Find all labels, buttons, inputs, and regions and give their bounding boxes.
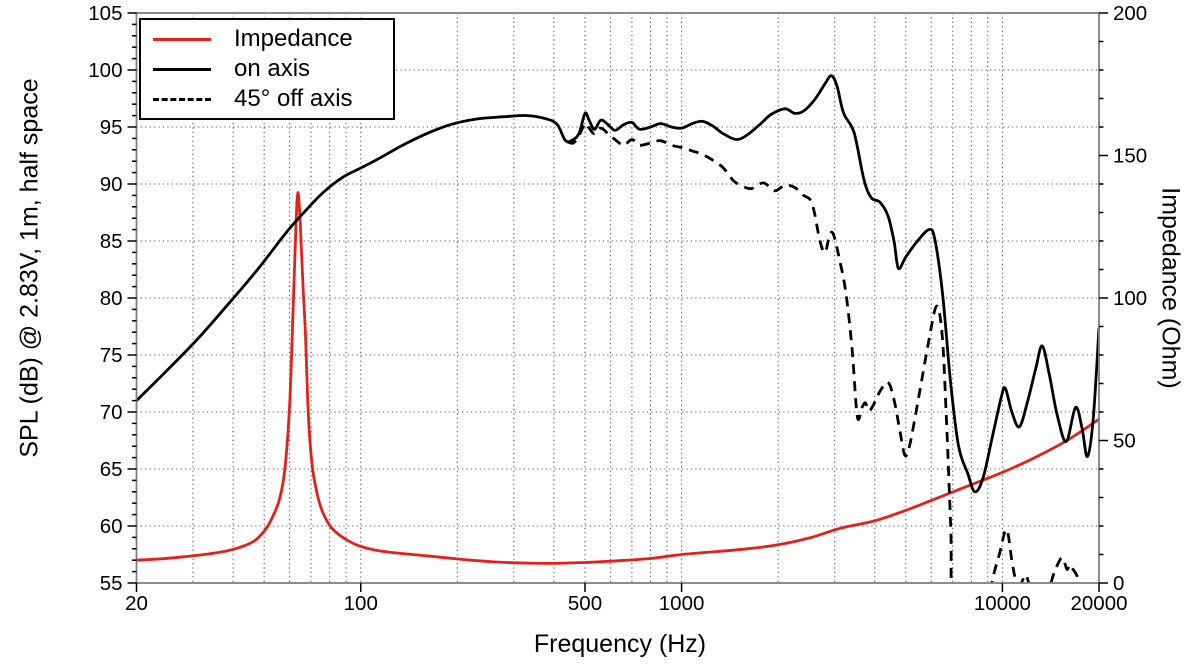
y-right-tick-label-50: 50: [1113, 430, 1136, 453]
y-left-tick-label-95: 95: [100, 116, 123, 139]
y-right-tick-label-100: 100: [1113, 287, 1147, 310]
y-left-tick-label-85: 85: [100, 230, 123, 253]
y-left-tick-label-80: 80: [100, 287, 123, 310]
legend-row-on-axis: on axis: [141, 54, 393, 84]
y-left-tick-label-75: 75: [100, 344, 123, 367]
y-axis-title-right: Impedance (Ohm): [1156, 187, 1185, 389]
45-off-axis-curve: [566, 121, 1081, 583]
legend: Impedance on axis 45° off axis: [139, 18, 395, 120]
x-axis-title: Frequency (Hz): [533, 630, 707, 658]
y-left-tick-label-90: 90: [100, 173, 123, 196]
x-tick-label-10000: 10000: [974, 592, 1031, 615]
legend-on-axis-label: on axis: [234, 55, 311, 82]
legend-row-impedance: Impedance: [141, 24, 393, 54]
legend-row-45-off-axis: 45° off axis: [141, 84, 393, 114]
legend-impedance-label: Impedance: [234, 25, 353, 52]
x-tick-label-20: 20: [125, 592, 148, 615]
on-axis-curve: [136, 74, 1099, 494]
legend-45-off-axis-line-sample: [153, 97, 211, 101]
y-right-tick-label-0: 0: [1113, 572, 1124, 595]
x-tick-label-1000: 1000: [659, 592, 705, 615]
y-axis-title-left: SPL (dB) @ 2.83V, 1m, half space: [15, 78, 44, 458]
y-left-tick-label-100: 100: [88, 59, 122, 82]
legend-on-axis-line-sample: [153, 67, 211, 71]
y-left-tick-label-105: 105: [88, 2, 122, 25]
tick-labels: 20 100 500 1000 10000 20000556065707580859095…: [88, 2, 1147, 615]
x-tick-label-100: 100: [344, 592, 378, 615]
legend-45-off-axis-label: 45° off axis: [234, 85, 353, 112]
y-right-tick-label-150: 150: [1113, 145, 1147, 168]
x-tick-label-500: 500: [568, 592, 602, 615]
x-tick-label-20000: 20000: [1070, 592, 1127, 615]
curves: [136, 74, 1099, 583]
legend-impedance-line-sample: [153, 37, 211, 41]
y-left-tick-label-65: 65: [100, 458, 123, 481]
y-left-tick-label-60: 60: [100, 515, 123, 538]
y-left-tick-label-55: 55: [100, 572, 123, 595]
ticks: [127, 12, 1108, 592]
y-right-tick-label-200: 200: [1113, 2, 1147, 25]
y-left-tick-label-70: 70: [100, 401, 123, 424]
impedance-curve: [136, 191, 1099, 565]
